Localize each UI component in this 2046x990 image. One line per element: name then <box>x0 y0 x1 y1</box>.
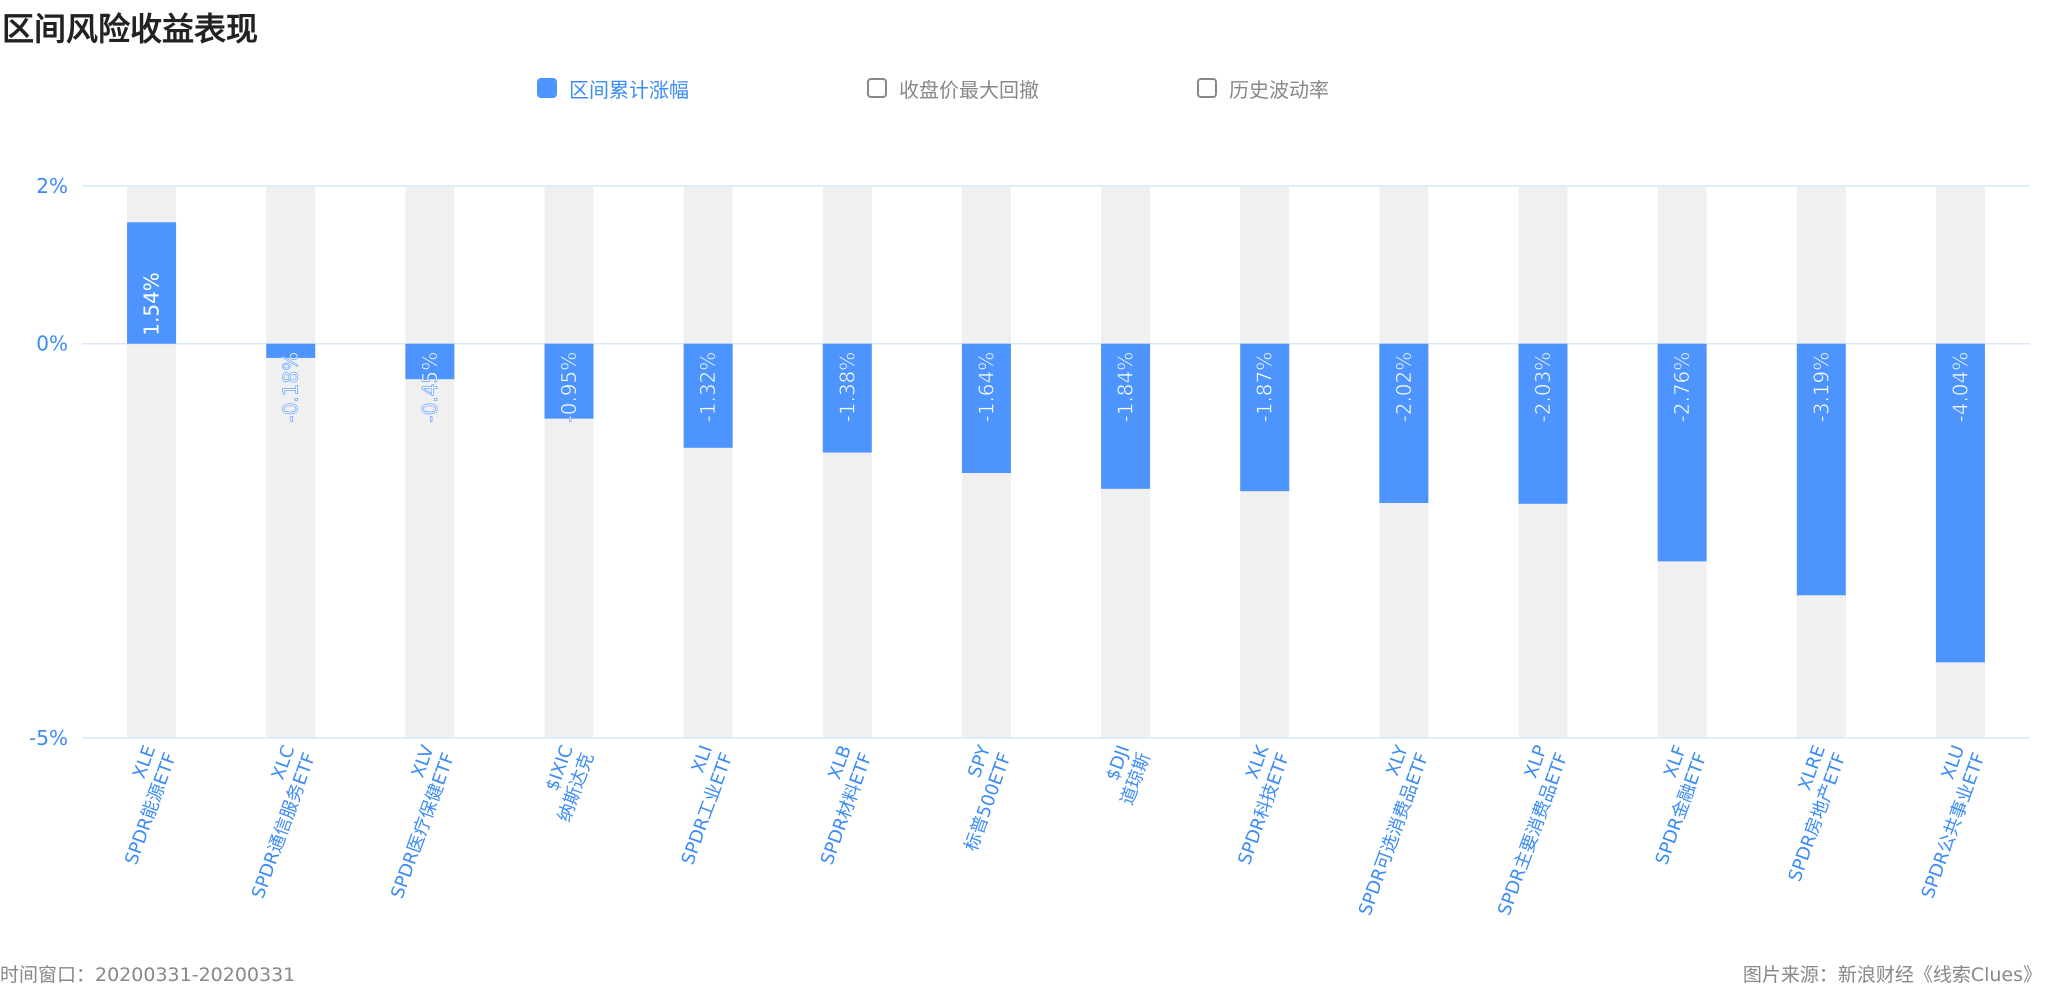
legend-checkbox-icon <box>1197 78 1217 98</box>
x-tick-label: XLKSPDR科技ETF <box>1214 741 1295 867</box>
x-tick-label: XLPSPDR主要消费品ETF <box>1473 742 1572 918</box>
bar-value-label: 1.54% <box>140 272 164 336</box>
bar <box>1518 343 1568 504</box>
legend-label: 历史波动率 <box>1229 77 1329 102</box>
bar <box>405 343 455 380</box>
bar <box>544 343 594 419</box>
bar <box>822 343 872 453</box>
category-band <box>405 186 455 738</box>
bar-value-label: -1.87% <box>1253 352 1277 423</box>
bar <box>1101 343 1151 489</box>
bar-value-label: -2.02% <box>1392 352 1416 423</box>
legend-item-cumulative-return[interactable]: 区间累计涨幅 <box>537 74 689 102</box>
x-tick-label: XLFSPDR金融ETF <box>1631 743 1712 868</box>
bar-value-label: -0.95% <box>557 352 581 423</box>
bar <box>266 343 316 358</box>
category-band <box>266 186 316 738</box>
x-tick-label: XLUSPDR公共事业ETF <box>1897 743 1990 902</box>
bar <box>1379 343 1429 504</box>
x-tick-label: XLCSPDR通信服务ETF <box>227 743 320 902</box>
category-band <box>544 186 594 738</box>
legend-label: 区间累计涨幅 <box>569 77 689 102</box>
x-tick-label: XLYSPDR可选消费品ETF <box>1334 742 1433 919</box>
bar-value-label: -3.19% <box>1809 352 1833 423</box>
bar-value-label: -4.04% <box>1948 352 1972 423</box>
bar <box>683 343 733 448</box>
bar <box>1657 343 1707 562</box>
y-tick-label: 0% <box>36 332 68 356</box>
x-tick-label: XLRESPDR房地产ETF <box>1764 743 1851 885</box>
bar-value-label: -1.64% <box>974 352 998 423</box>
time-window-text: 时间窗口：20200331-20200331 <box>0 964 296 986</box>
legend-checkbox-icon <box>537 78 557 98</box>
bar-value-label: -1.32% <box>696 352 720 423</box>
x-tick-label: XLBSPDR材料ETF <box>796 743 877 868</box>
legend-item-volatility[interactable]: 历史波动率 <box>1197 74 1329 102</box>
x-tick-label: XLISPDR工业ETF <box>657 743 738 868</box>
bar <box>1935 343 1985 663</box>
source-text: 图片来源：新浪财经《线索Clues》 <box>1742 964 2042 986</box>
bar <box>1240 343 1290 492</box>
x-tick-label: XLESPDR能源ETF <box>100 743 181 868</box>
x-tick-label: $IXIC纳斯达克 <box>533 743 598 825</box>
legend-label: 收盘价最大回撤 <box>899 77 1039 102</box>
chart-title: 区间风险收益表现 <box>2 10 259 48</box>
bar <box>1796 343 1846 596</box>
category-band <box>683 186 733 738</box>
bar-value-label: -2.03% <box>1531 352 1555 423</box>
bar-value-label: -2.76% <box>1670 352 1694 423</box>
category-band <box>822 186 872 738</box>
bar <box>961 343 1011 474</box>
bar-value-label: -1.84% <box>1114 352 1138 423</box>
bar-value-label: -1.38% <box>835 352 859 423</box>
bar <box>127 222 177 344</box>
x-tick-label: SPY标普500ETF <box>940 742 1016 855</box>
x-tick-label: $DJI道琼斯 <box>1096 743 1155 808</box>
legend-item-max-drawdown[interactable]: 收盘价最大回撤 <box>867 74 1039 102</box>
bar-chart: 2% 0% -5% 1.54% XLESPDR能源ETF -0.18% XLCSPDR通信服… <box>29 174 2030 919</box>
legend-checkbox-icon <box>867 78 887 98</box>
y-tick-label: -5% <box>29 726 68 750</box>
y-tick-label: 2% <box>36 174 68 198</box>
bar-value-label: -0.18% <box>279 352 303 423</box>
bar-value-label: -0.45% <box>418 352 442 423</box>
x-tick-label: XLVSPDR医疗保健ETF <box>366 742 459 901</box>
